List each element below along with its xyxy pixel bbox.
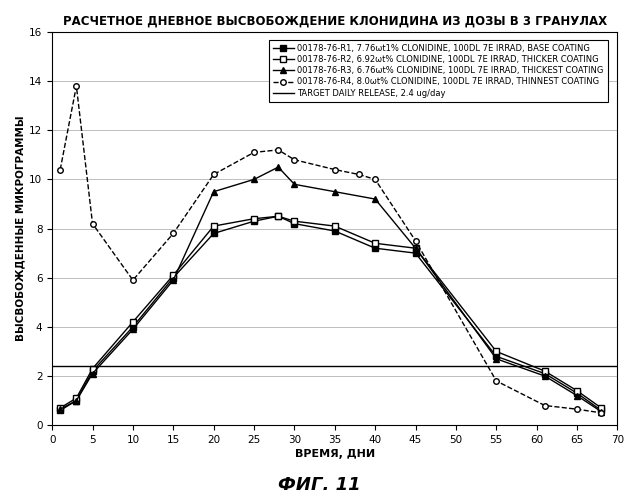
00178-76-R3, 6.76ωt% CLONIDINE, 100DL 7E IRRAD, THICKEST COATING [597, 409, 605, 415]
00178-76-R4, 8.0ωt% CLONIDINE, 100DL 7E IRRAD, THINNEST COATING [210, 172, 217, 178]
00178-76-R1, 7.76ωt1% CLONIDINE, 100DL 7E IRRAD, BASE COATING [73, 398, 81, 404]
00178-76-R1, 7.76ωt1% CLONIDINE, 100DL 7E IRRAD, BASE COATING [250, 218, 258, 224]
X-axis label: ВРЕМЯ, ДНИ: ВРЕМЯ, ДНИ [295, 449, 375, 459]
00178-76-R1, 7.76ωt1% CLONIDINE, 100DL 7E IRRAD, BASE COATING [291, 221, 298, 227]
00178-76-R2, 6.92ωt% CLONIDINE, 100DL 7E IRRAD, THICKER COATING [412, 245, 419, 251]
00178-76-R2, 6.92ωt% CLONIDINE, 100DL 7E IRRAD, THICKER COATING [291, 218, 298, 224]
00178-76-R4, 8.0ωt% CLONIDINE, 100DL 7E IRRAD, THINNEST COATING [355, 172, 363, 178]
00178-76-R1, 7.76ωt1% CLONIDINE, 100DL 7E IRRAD, BASE COATING [371, 245, 379, 251]
00178-76-R4, 8.0ωt% CLONIDINE, 100DL 7E IRRAD, THINNEST COATING [412, 238, 419, 244]
00178-76-R2, 6.92ωt% CLONIDINE, 100DL 7E IRRAD, THICKER COATING [331, 223, 339, 229]
Title: РАСЧЕТНОЕ ДНЕВНОЕ ВЫСВОБОЖДЕНИЕ КЛОНИДИНА ИЗ ДОЗЫ В 3 ГРАНУЛАХ: РАСЧЕТНОЕ ДНЕВНОЕ ВЫСВОБОЖДЕНИЕ КЛОНИДИН… [63, 15, 607, 28]
Line: 00178-76-R3, 6.76ωt% CLONIDINE, 100DL 7E IRRAD, THICKEST COATING: 00178-76-R3, 6.76ωt% CLONIDINE, 100DL 7E… [58, 164, 604, 415]
Line: 00178-76-R1, 7.76ωt1% CLONIDINE, 100DL 7E IRRAD, BASE COATING: 00178-76-R1, 7.76ωt1% CLONIDINE, 100DL 7… [58, 214, 604, 413]
00178-76-R4, 8.0ωt% CLONIDINE, 100DL 7E IRRAD, THINNEST COATING [129, 277, 137, 283]
00178-76-R4, 8.0ωt% CLONIDINE, 100DL 7E IRRAD, THINNEST COATING [56, 167, 64, 173]
00178-76-R4, 8.0ωt% CLONIDINE, 100DL 7E IRRAD, THINNEST COATING [573, 406, 581, 412]
00178-76-R3, 6.76ωt% CLONIDINE, 100DL 7E IRRAD, THICKEST COATING [331, 189, 339, 195]
00178-76-R4, 8.0ωt% CLONIDINE, 100DL 7E IRRAD, THINNEST COATING [371, 177, 379, 183]
Line: 00178-76-R2, 6.92ωt% CLONIDINE, 100DL 7E IRRAD, THICKER COATING: 00178-76-R2, 6.92ωt% CLONIDINE, 100DL 7E… [58, 214, 604, 411]
00178-76-R1, 7.76ωt1% CLONIDINE, 100DL 7E IRRAD, BASE COATING [412, 250, 419, 256]
00178-76-R2, 6.92ωt% CLONIDINE, 100DL 7E IRRAD, THICKER COATING [169, 272, 177, 278]
00178-76-R3, 6.76ωt% CLONIDINE, 100DL 7E IRRAD, THICKEST COATING [291, 181, 298, 187]
00178-76-R2, 6.92ωt% CLONIDINE, 100DL 7E IRRAD, THICKER COATING [73, 395, 81, 401]
00178-76-R4, 8.0ωt% CLONIDINE, 100DL 7E IRRAD, THINNEST COATING [331, 167, 339, 173]
00178-76-R2, 6.92ωt% CLONIDINE, 100DL 7E IRRAD, THICKER COATING [89, 366, 96, 372]
00178-76-R2, 6.92ωt% CLONIDINE, 100DL 7E IRRAD, THICKER COATING [573, 388, 581, 394]
00178-76-R3, 6.76ωt% CLONIDINE, 100DL 7E IRRAD, THICKEST COATING [129, 326, 137, 332]
Line: 00178-76-R4, 8.0ωt% CLONIDINE, 100DL 7E IRRAD, THINNEST COATING: 00178-76-R4, 8.0ωt% CLONIDINE, 100DL 7E … [58, 83, 604, 416]
00178-76-R3, 6.76ωt% CLONIDINE, 100DL 7E IRRAD, THICKEST COATING [541, 373, 549, 379]
00178-76-R3, 6.76ωt% CLONIDINE, 100DL 7E IRRAD, THICKEST COATING [250, 177, 258, 183]
00178-76-R2, 6.92ωt% CLONIDINE, 100DL 7E IRRAD, THICKER COATING [56, 405, 64, 411]
00178-76-R1, 7.76ωt1% CLONIDINE, 100DL 7E IRRAD, BASE COATING [89, 368, 96, 374]
00178-76-R2, 6.92ωt% CLONIDINE, 100DL 7E IRRAD, THICKER COATING [210, 223, 217, 229]
00178-76-R4, 8.0ωt% CLONIDINE, 100DL 7E IRRAD, THINNEST COATING [250, 149, 258, 155]
00178-76-R3, 6.76ωt% CLONIDINE, 100DL 7E IRRAD, THICKEST COATING [371, 196, 379, 202]
00178-76-R2, 6.92ωt% CLONIDINE, 100DL 7E IRRAD, THICKER COATING [250, 216, 258, 222]
00178-76-R4, 8.0ωt% CLONIDINE, 100DL 7E IRRAD, THINNEST COATING [597, 410, 605, 416]
TARGET DAILY RELEASE, 2.4 ug/day [56, 363, 64, 369]
00178-76-R4, 8.0ωt% CLONIDINE, 100DL 7E IRRAD, THINNEST COATING [541, 403, 549, 409]
00178-76-R1, 7.76ωt1% CLONIDINE, 100DL 7E IRRAD, BASE COATING [274, 213, 282, 219]
00178-76-R4, 8.0ωt% CLONIDINE, 100DL 7E IRRAD, THINNEST COATING [73, 83, 81, 89]
00178-76-R2, 6.92ωt% CLONIDINE, 100DL 7E IRRAD, THICKER COATING [129, 319, 137, 325]
00178-76-R3, 6.76ωt% CLONIDINE, 100DL 7E IRRAD, THICKEST COATING [56, 406, 64, 412]
00178-76-R1, 7.76ωt1% CLONIDINE, 100DL 7E IRRAD, BASE COATING [56, 407, 64, 413]
00178-76-R1, 7.76ωt1% CLONIDINE, 100DL 7E IRRAD, BASE COATING [169, 275, 177, 281]
00178-76-R4, 8.0ωt% CLONIDINE, 100DL 7E IRRAD, THINNEST COATING [89, 221, 96, 227]
00178-76-R2, 6.92ωt% CLONIDINE, 100DL 7E IRRAD, THICKER COATING [274, 213, 282, 219]
00178-76-R3, 6.76ωt% CLONIDINE, 100DL 7E IRRAD, THICKEST COATING [73, 398, 81, 404]
00178-76-R3, 6.76ωt% CLONIDINE, 100DL 7E IRRAD, THICKEST COATING [573, 393, 581, 399]
00178-76-R1, 7.76ωt1% CLONIDINE, 100DL 7E IRRAD, BASE COATING [210, 231, 217, 237]
00178-76-R2, 6.92ωt% CLONIDINE, 100DL 7E IRRAD, THICKER COATING [371, 241, 379, 247]
00178-76-R2, 6.92ωt% CLONIDINE, 100DL 7E IRRAD, THICKER COATING [597, 405, 605, 411]
00178-76-R1, 7.76ωt1% CLONIDINE, 100DL 7E IRRAD, BASE COATING [129, 324, 137, 330]
Text: ФИГ. 11: ФИГ. 11 [278, 476, 361, 494]
00178-76-R3, 6.76ωt% CLONIDINE, 100DL 7E IRRAD, THICKEST COATING [493, 356, 500, 362]
Y-axis label: ВЫСВОБОЖДЕННЫЕ МИКРОГРАММЫ: ВЫСВОБОЖДЕННЫЕ МИКРОГРАММЫ [15, 116, 25, 341]
00178-76-R3, 6.76ωt% CLONIDINE, 100DL 7E IRRAD, THICKEST COATING [412, 245, 419, 251]
00178-76-R1, 7.76ωt1% CLONIDINE, 100DL 7E IRRAD, BASE COATING [597, 407, 605, 413]
00178-76-R1, 7.76ωt1% CLONIDINE, 100DL 7E IRRAD, BASE COATING [493, 353, 500, 359]
00178-76-R4, 8.0ωt% CLONIDINE, 100DL 7E IRRAD, THINNEST COATING [493, 378, 500, 384]
00178-76-R1, 7.76ωt1% CLONIDINE, 100DL 7E IRRAD, BASE COATING [541, 371, 549, 377]
00178-76-R4, 8.0ωt% CLONIDINE, 100DL 7E IRRAD, THINNEST COATING [274, 147, 282, 153]
00178-76-R3, 6.76ωt% CLONIDINE, 100DL 7E IRRAD, THICKEST COATING [210, 189, 217, 195]
00178-76-R3, 6.76ωt% CLONIDINE, 100DL 7E IRRAD, THICKEST COATING [274, 164, 282, 170]
Legend: 00178-76-R1, 7.76ωt1% CLONIDINE, 100DL 7E IRRAD, BASE COATING, 00178-76-R2, 6.92: 00178-76-R1, 7.76ωt1% CLONIDINE, 100DL 7… [269, 40, 608, 102]
00178-76-R4, 8.0ωt% CLONIDINE, 100DL 7E IRRAD, THINNEST COATING [169, 231, 177, 237]
00178-76-R1, 7.76ωt1% CLONIDINE, 100DL 7E IRRAD, BASE COATING [573, 390, 581, 396]
TARGET DAILY RELEASE, 2.4 ug/day [49, 363, 56, 369]
00178-76-R2, 6.92ωt% CLONIDINE, 100DL 7E IRRAD, THICKER COATING [541, 368, 549, 374]
00178-76-R4, 8.0ωt% CLONIDINE, 100DL 7E IRRAD, THINNEST COATING [291, 157, 298, 163]
00178-76-R3, 6.76ωt% CLONIDINE, 100DL 7E IRRAD, THICKEST COATING [89, 371, 96, 377]
00178-76-R3, 6.76ωt% CLONIDINE, 100DL 7E IRRAD, THICKEST COATING [169, 277, 177, 283]
00178-76-R1, 7.76ωt1% CLONIDINE, 100DL 7E IRRAD, BASE COATING [331, 228, 339, 234]
00178-76-R2, 6.92ωt% CLONIDINE, 100DL 7E IRRAD, THICKER COATING [493, 348, 500, 354]
